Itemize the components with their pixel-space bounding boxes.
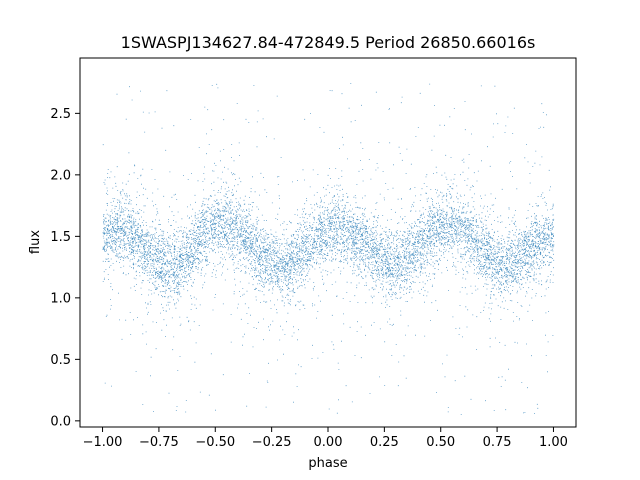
y-tick-label: 0.5 (50, 353, 71, 368)
x-tick-label: −1.00 (83, 435, 123, 450)
y-tick-label: 2.5 (50, 107, 71, 122)
scatter-points (102, 83, 555, 415)
x-tick-label: −0.25 (252, 435, 292, 450)
x-axis: −1.00 −0.75 −0.50 −0.25 0.00 0.25 0.50 0.75 1.00 (83, 427, 568, 450)
x-tick-label: −0.75 (139, 435, 179, 450)
y-tick-label: 0.0 (50, 414, 71, 429)
y-tick-label: 1.5 (50, 230, 71, 245)
x-axis-label: phase (308, 456, 347, 471)
x-tick-label: 1.00 (539, 435, 568, 450)
x-tick-label: 0.00 (314, 435, 343, 450)
x-tick-label: 0.25 (370, 435, 399, 450)
x-tick-label: −0.50 (195, 435, 235, 450)
chart-title: 1SWASPJ134627.84-472849.5 Period 26850.6… (121, 33, 536, 52)
data-points (102, 83, 555, 415)
y-axis: 0.0 0.5 1.0 1.5 2.0 2.5 (50, 107, 80, 429)
x-tick-label: 0.75 (483, 435, 512, 450)
x-tick-label: 0.50 (426, 435, 455, 450)
y-tick-label: 2.0 (50, 168, 71, 183)
y-tick-label: 1.0 (50, 291, 71, 306)
y-axis-label: flux (28, 230, 43, 254)
